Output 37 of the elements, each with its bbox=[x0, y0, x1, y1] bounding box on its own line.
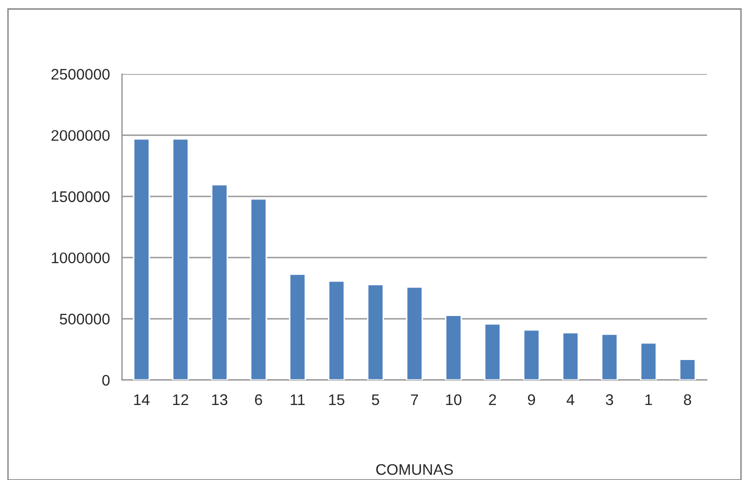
x-tick-label: 9 bbox=[528, 394, 536, 406]
y-tick-label: 1000000 bbox=[52, 252, 110, 264]
x-tick-label: 8 bbox=[684, 394, 692, 406]
bar bbox=[679, 358, 696, 380]
x-tick-label: 11 bbox=[290, 394, 305, 405]
x-axis-title: COMUNAS bbox=[376, 464, 453, 475]
x-tick-label: 5 bbox=[372, 394, 380, 406]
x-tick-label: 15 bbox=[329, 394, 344, 406]
bar bbox=[289, 273, 306, 380]
x-tick-label: 4 bbox=[566, 394, 574, 405]
y-tick-label: 2500000 bbox=[51, 68, 110, 80]
y-tick-label: 0 bbox=[102, 374, 110, 386]
y-tick-label: 1500000 bbox=[52, 191, 110, 202]
bar bbox=[562, 332, 579, 380]
bar bbox=[601, 334, 618, 380]
bar bbox=[406, 286, 423, 380]
y-tick-label: 500000 bbox=[60, 314, 110, 324]
bar bbox=[250, 198, 267, 380]
bar bbox=[328, 280, 345, 380]
x-tick-label: 14 bbox=[134, 394, 150, 405]
bar bbox=[133, 138, 150, 380]
x-tick-label: 13 bbox=[212, 394, 228, 406]
bar bbox=[640, 342, 657, 380]
x-tick-label: 6 bbox=[255, 394, 262, 406]
bar bbox=[367, 284, 384, 380]
bar bbox=[484, 323, 501, 380]
x-tick-label: 1 bbox=[645, 394, 652, 405]
bar bbox=[445, 314, 462, 380]
x-tick-label: 12 bbox=[173, 394, 188, 405]
x-tick-label: 3 bbox=[606, 394, 614, 406]
x-tick-label: 2 bbox=[489, 394, 496, 405]
y-tick-label: 2000000 bbox=[51, 130, 110, 141]
x-tick-label: 7 bbox=[411, 394, 418, 405]
bar bbox=[523, 329, 540, 380]
bar bbox=[172, 138, 189, 380]
x-tick-label: 10 bbox=[446, 394, 462, 406]
bar bbox=[211, 184, 228, 380]
